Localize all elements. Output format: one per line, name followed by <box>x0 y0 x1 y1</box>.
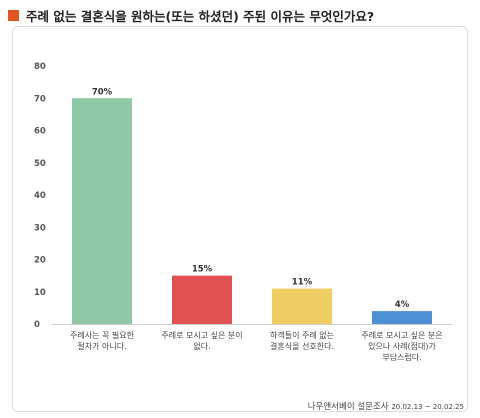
y-tick-label: 70 <box>34 94 46 104</box>
bar <box>172 275 232 324</box>
x-category-label: 주례로 모시고 싶은 분은 <box>361 330 442 340</box>
bar <box>372 311 432 324</box>
x-category-label: 절차가 아니다. <box>77 341 126 351</box>
bar <box>72 98 132 324</box>
y-tick-label: 80 <box>34 62 46 72</box>
y-tick-label: 60 <box>34 127 46 137</box>
title-marker-square <box>8 10 19 21</box>
x-category-label: 주례로 모시고 싶은 분이 <box>161 330 242 340</box>
x-category-label: 있으나 사례(접대)가 <box>368 341 436 351</box>
chart-footer: 나우앤서베이 설문조사 20.02.13 ~ 20.02.25 <box>308 400 464 412</box>
x-category-label: 부담스럽다. <box>382 352 421 362</box>
bar-value-label: 11% <box>292 278 313 288</box>
y-tick-label: 10 <box>34 288 46 298</box>
survey-period: 20.02.13 ~ 20.02.25 <box>391 403 464 411</box>
x-category-label: 없다. <box>193 342 210 351</box>
x-category-label: 주례사는 꼭 필요한 <box>70 330 135 340</box>
y-tick-label: 30 <box>34 223 46 233</box>
bar-value-label: 70% <box>92 87 113 97</box>
y-tick-label: 20 <box>34 256 46 266</box>
x-category-label: 결혼식을 선호한다. <box>270 341 334 351</box>
y-tick-label: 50 <box>34 159 46 169</box>
x-category-label: 하객들이 주례 없는 <box>270 330 334 340</box>
bar-value-label: 15% <box>192 265 213 275</box>
chart-header: 주례 없는 결혼식을 원하는(또는 하셨던) 주된 이유는 무엇인가요? <box>8 6 374 25</box>
chart-title: 주례 없는 결혼식을 원하는(또는 하셨던) 주된 이유는 무엇인가요? <box>26 9 375 24</box>
bar <box>272 288 332 324</box>
bar-value-label: 4% <box>395 300 410 310</box>
source-label: 나우앤서베이 설문조사 <box>307 402 389 412</box>
y-tick-label: 0 <box>34 320 40 330</box>
y-tick-label: 40 <box>34 191 46 201</box>
